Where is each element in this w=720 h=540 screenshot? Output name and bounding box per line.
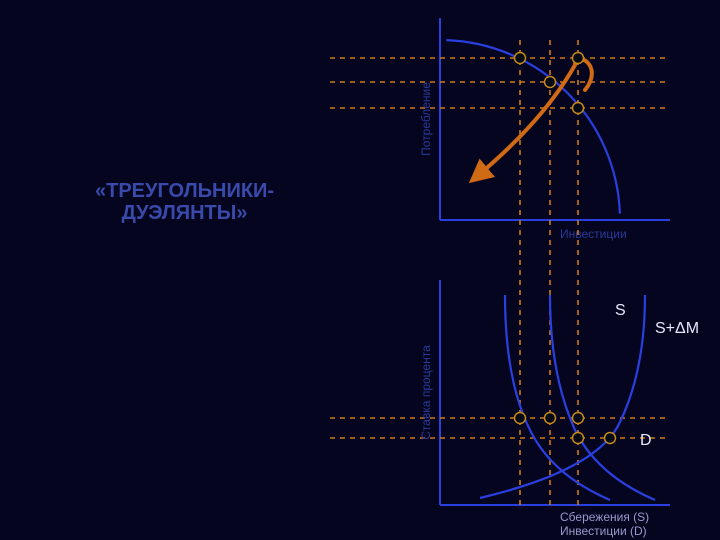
data-point <box>605 433 616 444</box>
label-s-dm: S+ΔM <box>655 320 699 337</box>
data-point <box>545 413 556 424</box>
title-line1: «ТРЕУГОЛЬНИКИ- <box>95 180 274 202</box>
data-point <box>515 413 526 424</box>
data-point <box>573 413 584 424</box>
data-point <box>515 53 526 64</box>
label-d: D <box>640 432 652 449</box>
data-point <box>573 433 584 444</box>
diagram-canvas: Потребление Инвестиции Ставка процента Сбер… <box>0 0 720 540</box>
ppf-curve <box>446 40 620 214</box>
title-line2: ДУЭЛЯНТЫ» <box>122 202 248 224</box>
data-point <box>573 53 584 64</box>
top-x-label: Инвестиции <box>560 227 627 241</box>
bottom-y-label: Ставка процента <box>419 345 433 440</box>
label-s: S <box>615 302 626 319</box>
data-point <box>545 77 556 88</box>
slide-title: «ТРЕУГОЛЬНИКИ- ДУЭЛЯНТЫ» <box>95 180 274 224</box>
top-y-label: Потребление <box>419 82 433 156</box>
data-point <box>573 103 584 114</box>
bottom-x-label-1: Сбережения (S) <box>560 510 649 524</box>
shift-arrow <box>475 59 592 178</box>
curve-s <box>505 295 610 500</box>
bottom-x-label-2: Инвестиции (D) <box>560 524 647 538</box>
